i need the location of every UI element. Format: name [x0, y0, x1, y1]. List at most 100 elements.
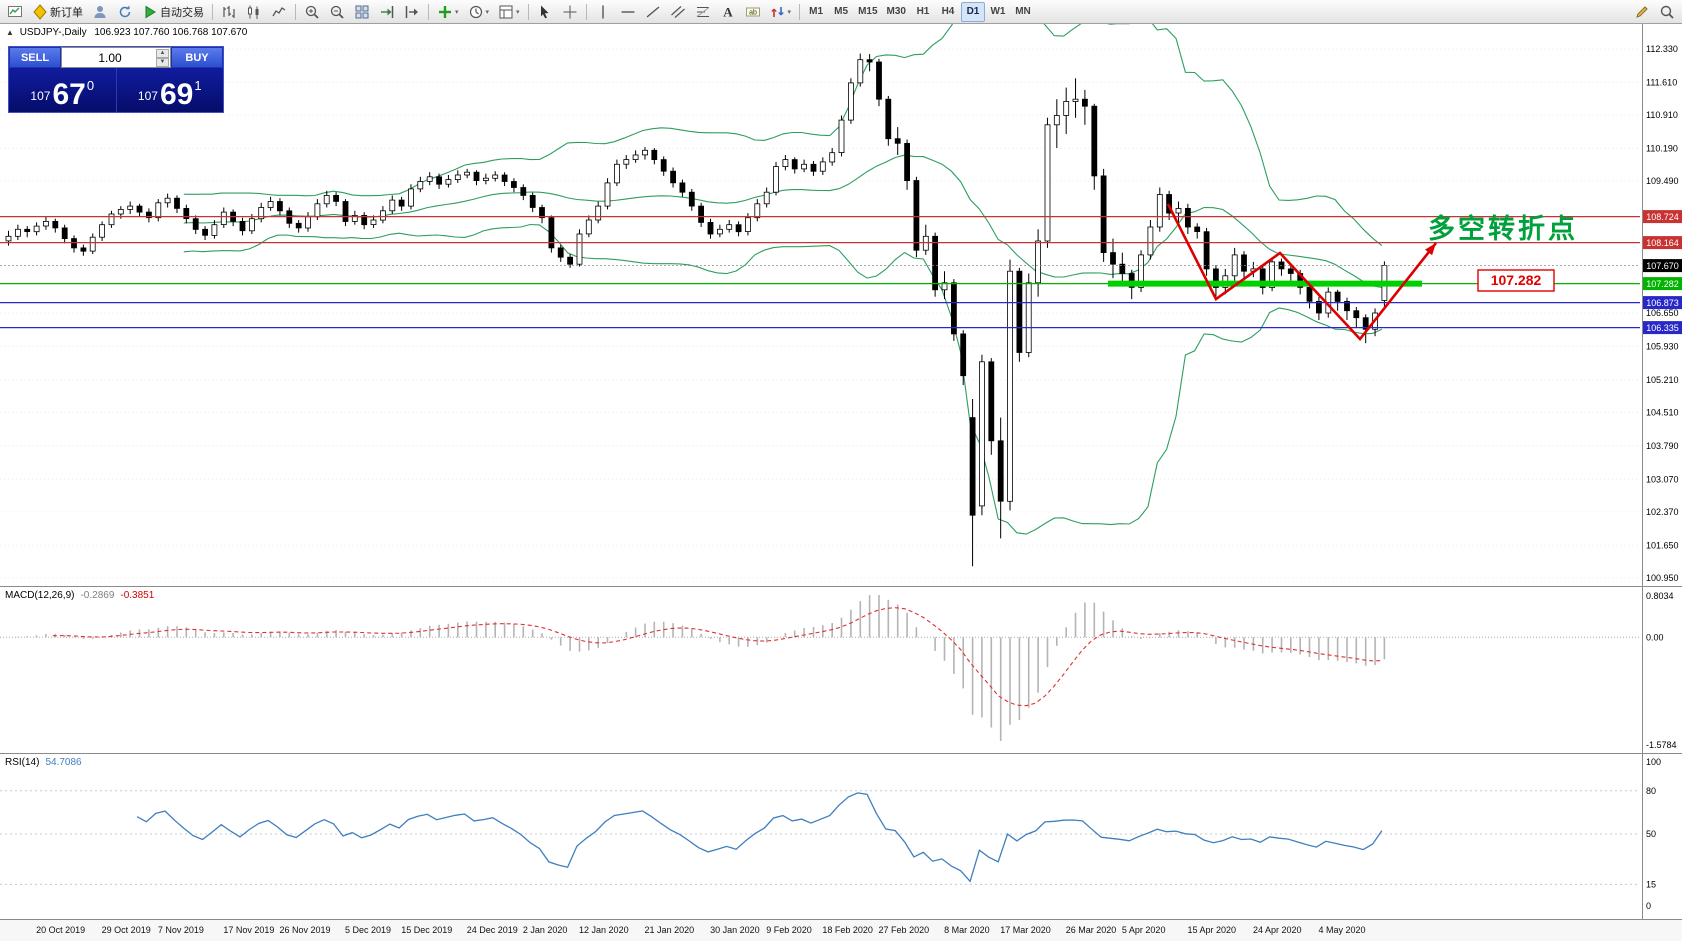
- timeframe-m30-button[interactable]: M30: [883, 2, 910, 22]
- svg-text:100.950: 100.950: [1646, 573, 1679, 583]
- crosshair-button[interactable]: [558, 2, 582, 22]
- bid-price-button[interactable]: 107 67 0: [9, 68, 117, 112]
- volume-up-button[interactable]: ▲: [156, 49, 169, 58]
- fibonacci-button[interactable]: [691, 2, 715, 22]
- text-button[interactable]: A: [716, 2, 740, 22]
- timeframe-m1-button[interactable]: M1: [804, 2, 828, 22]
- tile-windows-button[interactable]: [350, 2, 374, 22]
- chart-shift-button[interactable]: [400, 2, 424, 22]
- ask-price-sup: 1: [194, 78, 202, 93]
- chevron-down-icon: ▾: [455, 8, 459, 16]
- toolbar-separator: [295, 3, 296, 20]
- volume-input[interactable]: [62, 49, 170, 66]
- date-label: 18 Feb 2020: [822, 925, 873, 935]
- auto-scroll-button[interactable]: [375, 2, 399, 22]
- text-label-button[interactable]: ab: [741, 2, 765, 22]
- cursor-button[interactable]: [533, 2, 557, 22]
- cursor-icon: [537, 4, 553, 20]
- auto-trading-button[interactable]: 自动交易: [138, 2, 208, 22]
- indicator-icon: [437, 4, 453, 20]
- svg-text:110.910: 110.910: [1646, 110, 1678, 120]
- date-label: 5 Dec 2019: [345, 925, 392, 935]
- date-label: 5 Apr 2020: [1121, 925, 1166, 935]
- arrows-button[interactable]: ▾: [766, 2, 796, 22]
- svg-text:50: 50: [1646, 829, 1656, 839]
- macd-indicator-panel[interactable]: MACD(12,26,9) -0.2869 -0.3851 0.8034 0.00 -1…: [0, 586, 1682, 753]
- svg-text:102.370: 102.370: [1646, 507, 1679, 517]
- candlestick-mode-button[interactable]: [242, 2, 266, 22]
- trendline-button[interactable]: [641, 2, 665, 22]
- date-label: 8 Mar 2020: [944, 925, 990, 935]
- date-label: 24 Apr 2020: [1252, 925, 1302, 935]
- new-order-button[interactable]: 新订单: [28, 2, 87, 22]
- zoomin-icon: [304, 4, 320, 20]
- vline-icon: [595, 4, 611, 20]
- new-order-label: 新订单: [50, 6, 83, 19]
- timeframe-mn-button[interactable]: MN: [1011, 2, 1035, 22]
- arrowicon-icon: [770, 4, 786, 20]
- timeframe-d1-button[interactable]: D1: [960, 1, 985, 22]
- line-chart-mode-button[interactable]: [267, 2, 291, 22]
- timeframe-m5-button[interactable]: M5: [829, 2, 853, 22]
- svg-text:107.282: 107.282: [1646, 279, 1679, 289]
- vertical-line-button[interactable]: [591, 2, 615, 22]
- rsi-name: RSI(14): [5, 757, 40, 768]
- date-label: 9 Feb 2020: [766, 925, 812, 935]
- timeframe-m15-button[interactable]: M15: [854, 2, 881, 22]
- rsi-chart[interactable]: 100 80 50 15 0: [0, 754, 1682, 925]
- tile-icon: [354, 4, 370, 20]
- ask-price-main: 107: [137, 89, 158, 103]
- ask-price-button[interactable]: 107 69 1: [116, 68, 223, 112]
- textA-icon: A: [720, 4, 736, 20]
- pencil-icon: [1634, 4, 1650, 20]
- autoscroll-icon: [379, 4, 395, 20]
- candlestick-chart[interactable]: 112.330 111.610 110.910 110.190 109.490 106.6…: [0, 0, 1682, 591]
- timeframe-w1-button[interactable]: W1: [986, 2, 1010, 22]
- horizontal-line-button[interactable]: [616, 2, 640, 22]
- volume-down-button[interactable]: ▼: [156, 58, 169, 67]
- chart-icon: [7, 4, 23, 20]
- new-chart-button[interactable]: [3, 2, 27, 22]
- periods-button[interactable]: ▾: [464, 2, 494, 22]
- toolbar-extra-1-button[interactable]: [1630, 2, 1654, 22]
- svg-text:101.650: 101.650: [1646, 540, 1679, 550]
- templates-button[interactable]: ▾: [494, 2, 524, 22]
- date-label: 27 Feb 2020: [878, 925, 930, 935]
- market-watch-button[interactable]: [88, 2, 112, 22]
- svg-text:A: A: [723, 4, 733, 19]
- svg-text:104.510: 104.510: [1646, 408, 1679, 418]
- toolbar-separator: [799, 3, 801, 20]
- bar-chart-mode-button[interactable]: [217, 2, 241, 22]
- toolbar-extra-2-button[interactable]: [1655, 2, 1679, 22]
- toolbar-separator: [428, 3, 429, 20]
- date-label: 26 Mar 2020: [1065, 925, 1117, 935]
- data-window-button[interactable]: [113, 2, 137, 22]
- price-chart-panel[interactable]: 112.330 111.610 110.910 110.190 109.490 106.6…: [0, 0, 1682, 586]
- bars-icon: [221, 4, 237, 20]
- equidistant-channel-button[interactable]: [666, 2, 690, 22]
- indicators-button[interactable]: ▾: [433, 2, 463, 22]
- chart-symbol: USDJPY-,Daily: [19, 27, 87, 38]
- zoom-out-button[interactable]: [325, 2, 349, 22]
- sell-button[interactable]: SELL: [9, 47, 61, 68]
- svg-text:15: 15: [1646, 879, 1656, 889]
- svg-text:103.790: 103.790: [1646, 441, 1679, 451]
- buy-button[interactable]: BUY: [171, 47, 223, 68]
- ask-price-big: 69: [159, 77, 194, 111]
- svg-text:106.650: 106.650: [1646, 308, 1679, 318]
- rsi-value: 54.7086: [45, 757, 82, 768]
- time-axis[interactable]: 20 Oct 2019 29 Oct 2019 7 Nov 2019 17 Nov 2…: [0, 919, 1682, 941]
- linechart-icon: [271, 4, 287, 20]
- macd-chart[interactable]: 0.8034 0.00 -1.5784: [0, 587, 1682, 758]
- timeframe-h1-button[interactable]: H1: [911, 2, 935, 22]
- svg-text:ab: ab: [749, 9, 757, 16]
- rsi-indicator-panel[interactable]: RSI(14) 54.7086 100 80 50 15 0: [0, 753, 1682, 920]
- refresh-icon: [117, 4, 133, 20]
- zoom-in-button[interactable]: [300, 2, 324, 22]
- date-label: 24 Dec 2019: [466, 925, 518, 935]
- timeframe-h4-button[interactable]: H4: [936, 2, 960, 22]
- svg-text:105.930: 105.930: [1646, 342, 1679, 352]
- date-label: 7 Nov 2019: [157, 925, 204, 935]
- svg-text:103.070: 103.070: [1646, 474, 1679, 484]
- bid-price-big: 67: [52, 77, 86, 111]
